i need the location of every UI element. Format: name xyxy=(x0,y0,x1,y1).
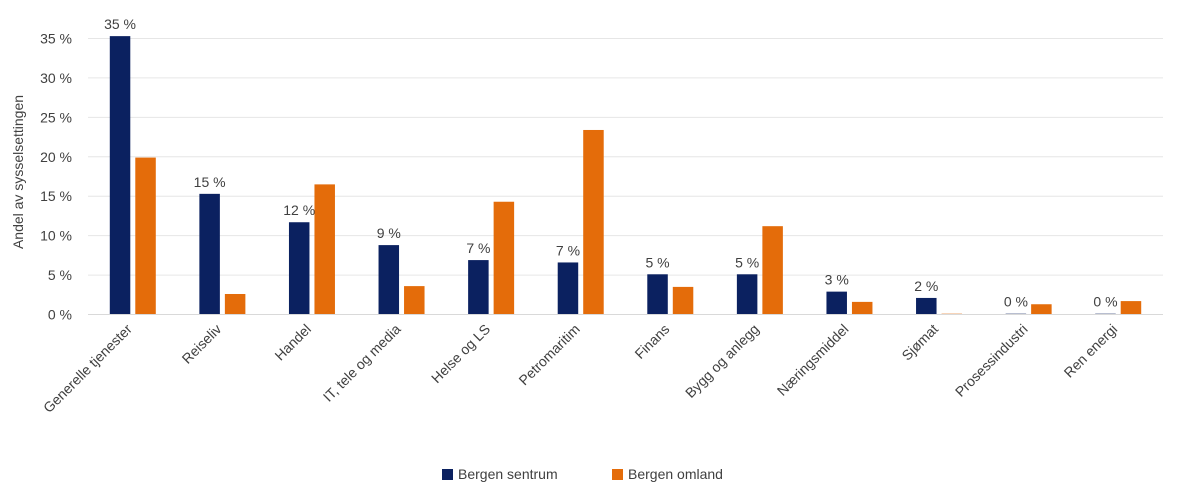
y-tick-label: 20 % xyxy=(40,149,72,165)
data-label: 5 % xyxy=(645,254,669,270)
bar-sentrum xyxy=(916,297,937,315)
bar-omland xyxy=(851,301,873,315)
data-labels: 35 % 15 % 12 % 9 % 7 % 7 % 5 % 5 % 3 % 2 % 0 % 0 % xyxy=(104,16,1117,310)
bar-omland xyxy=(135,157,156,315)
bar-sentrum xyxy=(826,291,847,315)
bar-sentrum xyxy=(647,274,668,315)
y-tick-label: 35 % xyxy=(40,31,72,47)
bar-omland xyxy=(1120,301,1142,315)
data-label: 5 % xyxy=(735,254,759,270)
legend-label-omland: Bergen omland xyxy=(628,466,723,482)
category-label: Ren energi xyxy=(1061,321,1121,381)
y-axis-title: Andel av sysselsettingen xyxy=(10,95,26,249)
category-label: Petromaritim xyxy=(515,321,582,388)
bar-sentrum xyxy=(378,245,400,315)
y-axis-ticks: 0 % 5 % 10 % 15 % 20 % 25 % 30 % 35 % xyxy=(40,31,72,323)
y-tick-label: 5 % xyxy=(48,267,72,283)
legend-label-sentrum: Bergen sentrum xyxy=(458,466,558,482)
data-label: 9 % xyxy=(377,225,401,241)
bar-omland xyxy=(493,201,515,315)
bar-sentrum xyxy=(468,260,489,315)
bars xyxy=(109,36,1142,315)
data-label: 35 % xyxy=(104,16,136,32)
legend-swatch-omland xyxy=(612,469,623,480)
legend-swatch-sentrum xyxy=(442,469,453,480)
data-label: 0 % xyxy=(1093,294,1117,310)
category-label: Næringsmiddel xyxy=(774,321,852,399)
data-label: 2 % xyxy=(914,278,938,294)
bar-sentrum xyxy=(736,274,758,315)
bar-omland xyxy=(404,286,425,315)
category-label: Reiseliv xyxy=(179,321,225,367)
bar-omland xyxy=(672,286,694,315)
bar-sentrum xyxy=(199,193,220,315)
data-label: 3 % xyxy=(825,272,849,288)
category-label: Sjømat xyxy=(898,321,941,364)
legend: Bergen sentrum Bergen omland xyxy=(442,466,723,482)
bar-sentrum xyxy=(288,222,310,315)
category-label: Helse og LS xyxy=(428,321,493,386)
y-tick-label: 15 % xyxy=(40,188,72,204)
category-label: IT, tele og media xyxy=(320,321,404,405)
y-tick-label: 25 % xyxy=(40,109,72,125)
data-label: 7 % xyxy=(556,242,580,258)
category-labels: Generelle tjenester Reiseliv Handel IT, tel… xyxy=(40,321,1120,416)
y-tick-label: 30 % xyxy=(40,70,72,86)
bar-omland xyxy=(1031,304,1052,315)
category-label: Handel xyxy=(271,321,314,364)
category-label: Prosessindustri xyxy=(952,321,1031,400)
bar-sentrum xyxy=(557,262,579,315)
y-tick-label: 10 % xyxy=(40,228,72,244)
bar-omland xyxy=(224,293,246,315)
data-label: 15 % xyxy=(194,174,226,190)
bar-sentrum xyxy=(109,36,131,315)
data-label: 7 % xyxy=(466,240,490,256)
y-tick-label: 0 % xyxy=(48,307,72,323)
category-label: Generelle tjenester xyxy=(40,321,135,416)
bar-omland xyxy=(762,226,783,315)
data-label: 0 % xyxy=(1004,294,1028,310)
category-label: Bygg og anlegg xyxy=(682,321,762,401)
data-label: 12 % xyxy=(283,202,315,218)
gridlines xyxy=(88,38,1163,276)
bar-omland xyxy=(314,184,335,315)
bar-omland xyxy=(583,129,604,315)
category-label: Finans xyxy=(631,321,672,362)
